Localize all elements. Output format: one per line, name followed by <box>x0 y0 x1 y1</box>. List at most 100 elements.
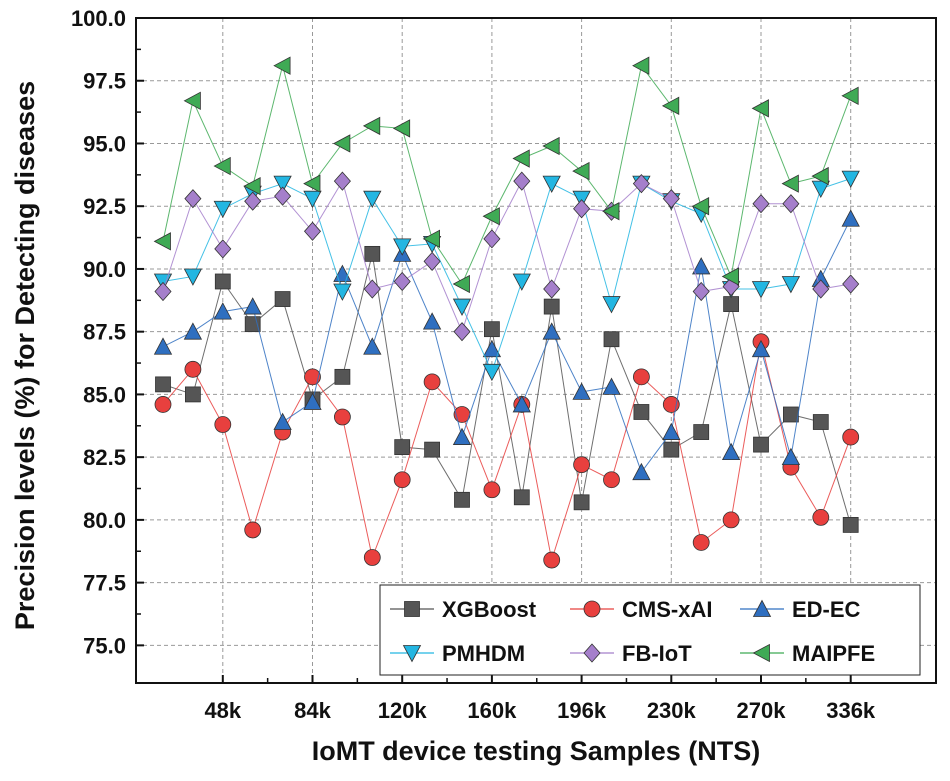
y-tick-labels: 75.0 77.5 80.0 82.5 85.0 87.5 90.0 92.5 95.0 97.5… <box>71 6 126 658</box>
series-line <box>162 64 852 286</box>
legend-box <box>379 584 921 676</box>
x-tick-label: 230k <box>647 698 697 723</box>
data-point <box>542 175 561 193</box>
x-tick-labels: 48k 84k 120k 160k 196k 230k 270k 336k <box>204 698 875 723</box>
data-point <box>602 377 621 395</box>
series-pmhdm <box>153 170 860 382</box>
data-point <box>572 161 590 181</box>
data-point <box>154 281 172 302</box>
data-point <box>483 321 500 338</box>
data-point <box>424 441 441 458</box>
y-tick-label: 95.0 <box>83 131 126 156</box>
legend-item: MAIPFE <box>740 641 875 666</box>
data-point <box>214 416 232 433</box>
x-tick-label: 48k <box>204 698 241 723</box>
data-point <box>184 360 202 378</box>
data-point <box>304 368 321 386</box>
x-tick-label: 84k <box>294 698 331 723</box>
data-point <box>721 442 741 461</box>
data-point <box>542 322 561 340</box>
data-point <box>692 257 711 275</box>
data-point <box>303 174 321 193</box>
legend-marker <box>404 601 420 617</box>
data-point <box>811 166 829 186</box>
legend-label: ED-EC <box>792 597 861 622</box>
data-point <box>573 199 591 219</box>
data-point <box>513 171 531 191</box>
data-point <box>184 189 202 209</box>
data-point <box>184 386 201 403</box>
y-tick-label: 75.0 <box>83 633 126 658</box>
data-point <box>154 396 172 413</box>
grid <box>136 17 936 683</box>
data-point <box>393 271 411 292</box>
data-point <box>273 56 291 75</box>
x-tick-label: 160k <box>467 698 517 723</box>
data-point <box>183 268 203 286</box>
data-point <box>632 56 650 75</box>
data-point <box>482 207 500 226</box>
data-point <box>363 279 381 299</box>
legend: XGBoost CMS-xAI ED-EC PMHDM FB-IoT MAIPFE <box>379 584 921 676</box>
data-point <box>632 462 651 481</box>
legend-marker <box>752 599 772 617</box>
data-point <box>512 149 530 168</box>
data-point <box>751 339 771 358</box>
data-point <box>691 197 710 216</box>
y-tick-label: 85.0 <box>83 382 126 407</box>
y-tick-label: 92.5 <box>83 194 126 219</box>
data-point <box>782 194 800 214</box>
data-point <box>603 471 620 489</box>
data-point <box>422 312 442 330</box>
data-point <box>393 471 411 489</box>
data-point <box>273 175 292 193</box>
data-point <box>363 190 382 209</box>
data-point <box>752 194 770 214</box>
data-point <box>244 521 262 539</box>
data-point <box>692 534 710 551</box>
y-tick-label: 87.5 <box>83 320 126 345</box>
series-maipfe <box>153 56 859 294</box>
y-tick-label: 97.5 <box>83 69 126 94</box>
data-point <box>751 99 769 118</box>
data-point <box>543 279 561 299</box>
data-point <box>153 232 171 251</box>
legend-label: XGBoost <box>442 597 537 622</box>
data-point <box>483 481 501 499</box>
data-point <box>543 298 560 315</box>
data-point <box>243 297 262 315</box>
data-point <box>334 368 351 385</box>
series-layer <box>153 56 860 569</box>
data-point <box>841 170 860 188</box>
data-point <box>214 273 231 290</box>
data-point <box>423 373 441 391</box>
data-point <box>573 456 590 474</box>
data-point <box>512 395 531 413</box>
data-point <box>213 156 231 176</box>
series-line <box>162 179 851 334</box>
y-tick-label: 77.5 <box>83 571 126 596</box>
data-point <box>783 406 799 423</box>
data-point <box>543 551 561 569</box>
data-point <box>364 245 381 262</box>
data-point <box>183 91 201 110</box>
legend-item: PMHDM <box>390 641 525 666</box>
data-point <box>812 508 830 526</box>
data-point <box>453 322 471 342</box>
data-point <box>482 339 502 358</box>
data-point <box>722 511 740 529</box>
x-tick-label: 196k <box>557 698 607 723</box>
series-fb-iot <box>154 171 860 342</box>
plot-frame <box>135 17 937 684</box>
data-point <box>542 136 560 156</box>
data-point <box>243 176 261 196</box>
data-point <box>452 298 472 316</box>
data-point <box>363 549 381 566</box>
data-point <box>781 276 801 294</box>
data-point <box>632 174 650 194</box>
x-tick-label: 336k <box>826 698 876 723</box>
series-xgboost <box>155 245 859 533</box>
data-point <box>602 296 621 314</box>
data-point <box>394 439 411 456</box>
data-point <box>662 422 681 440</box>
